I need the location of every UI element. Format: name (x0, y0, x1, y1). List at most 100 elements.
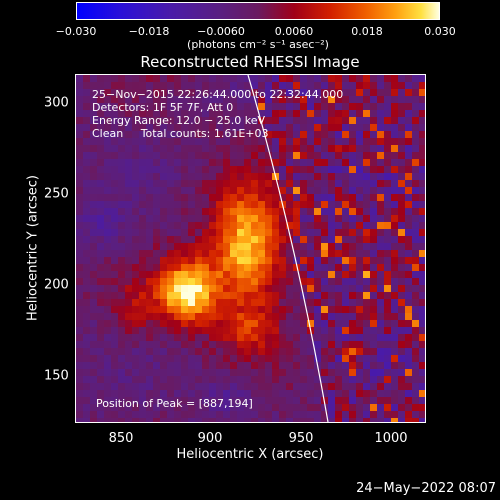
intensity-pixel (328, 383, 335, 390)
intensity-pixel (188, 278, 195, 285)
intensity-pixel (265, 418, 272, 422)
intensity-pixel (76, 355, 83, 362)
intensity-pixel (125, 264, 132, 271)
intensity-pixel (160, 243, 167, 250)
intensity-pixel (405, 299, 412, 306)
intensity-pixel (132, 355, 139, 362)
intensity-pixel (132, 110, 139, 117)
intensity-pixel (335, 124, 342, 131)
intensity-pixel (167, 89, 174, 96)
intensity-pixel (216, 173, 223, 180)
intensity-pixel (83, 257, 90, 264)
intensity-pixel (181, 327, 188, 334)
intensity-pixel (209, 124, 216, 131)
intensity-pixel (97, 320, 104, 327)
intensity-pixel (370, 306, 377, 313)
intensity-pixel (412, 285, 419, 292)
intensity-pixel (230, 124, 237, 131)
intensity-pixel (356, 82, 363, 89)
intensity-pixel (335, 110, 342, 117)
intensity-pixel (293, 89, 300, 96)
intensity-pixel (349, 215, 356, 222)
intensity-pixel (307, 397, 314, 404)
intensity-pixel (167, 334, 174, 341)
intensity-pixel (195, 264, 202, 271)
intensity-pixel (223, 250, 230, 257)
intensity-pixel (286, 355, 293, 362)
intensity-pixel (139, 117, 146, 124)
intensity-pixel (342, 138, 349, 145)
y-axis-label: Heliocentric Y (arcsec) (25, 175, 41, 321)
intensity-pixel (237, 390, 244, 397)
intensity-pixel (384, 117, 391, 124)
intensity-pixel (216, 236, 223, 243)
intensity-pixel (104, 110, 111, 117)
intensity-pixel (377, 397, 384, 404)
intensity-pixel (202, 285, 209, 292)
intensity-pixel (104, 369, 111, 376)
intensity-pixel (167, 362, 174, 369)
intensity-pixel (377, 376, 384, 383)
intensity-pixel (174, 362, 181, 369)
intensity-pixel (419, 257, 425, 264)
intensity-pixel (97, 75, 104, 82)
intensity-pixel (195, 103, 202, 110)
intensity-pixel (279, 271, 286, 278)
intensity-pixel (251, 383, 258, 390)
intensity-pixel (328, 103, 335, 110)
intensity-pixel (209, 173, 216, 180)
intensity-pixel (391, 404, 398, 411)
intensity-pixel (412, 299, 419, 306)
intensity-pixel (363, 117, 370, 124)
intensity-pixel (202, 187, 209, 194)
intensity-pixel (293, 145, 300, 152)
intensity-pixel (293, 96, 300, 103)
intensity-pixel (146, 166, 153, 173)
intensity-pixel (412, 89, 419, 96)
intensity-pixel (153, 369, 160, 376)
intensity-pixel (314, 327, 321, 334)
intensity-pixel (104, 103, 111, 110)
intensity-pixel (391, 397, 398, 404)
intensity-pixel (293, 75, 300, 82)
intensity-pixel (314, 187, 321, 194)
intensity-pixel (321, 299, 328, 306)
intensity-pixel (349, 264, 356, 271)
intensity-pixel (132, 404, 139, 411)
intensity-pixel (174, 166, 181, 173)
intensity-pixel (314, 173, 321, 180)
intensity-pixel (111, 411, 118, 418)
intensity-pixel (419, 222, 425, 229)
intensity-pixel (125, 166, 132, 173)
intensity-pixel (377, 264, 384, 271)
intensity-pixel (384, 166, 391, 173)
intensity-pixel (188, 145, 195, 152)
intensity-pixel (307, 89, 314, 96)
intensity-pixel (307, 341, 314, 348)
intensity-pixel (202, 222, 209, 229)
intensity-pixel (258, 96, 265, 103)
intensity-pixel (132, 313, 139, 320)
intensity-pixel (244, 257, 251, 264)
intensity-pixel (384, 327, 391, 334)
intensity-pixel (258, 383, 265, 390)
intensity-pixel (216, 152, 223, 159)
intensity-pixel (307, 320, 314, 327)
intensity-pixel (398, 320, 405, 327)
intensity-pixel (237, 89, 244, 96)
intensity-pixel (265, 138, 272, 145)
intensity-pixel (118, 299, 125, 306)
intensity-pixel (328, 138, 335, 145)
intensity-pixel (97, 334, 104, 341)
intensity-pixel (293, 257, 300, 264)
intensity-pixel (293, 110, 300, 117)
intensity-pixel (377, 194, 384, 201)
intensity-pixel (237, 131, 244, 138)
intensity-pixel (258, 278, 265, 285)
intensity-pixel (293, 236, 300, 243)
intensity-pixel (202, 299, 209, 306)
intensity-pixel (398, 404, 405, 411)
intensity-pixel (244, 194, 251, 201)
intensity-pixel (223, 327, 230, 334)
intensity-pixel (216, 124, 223, 131)
